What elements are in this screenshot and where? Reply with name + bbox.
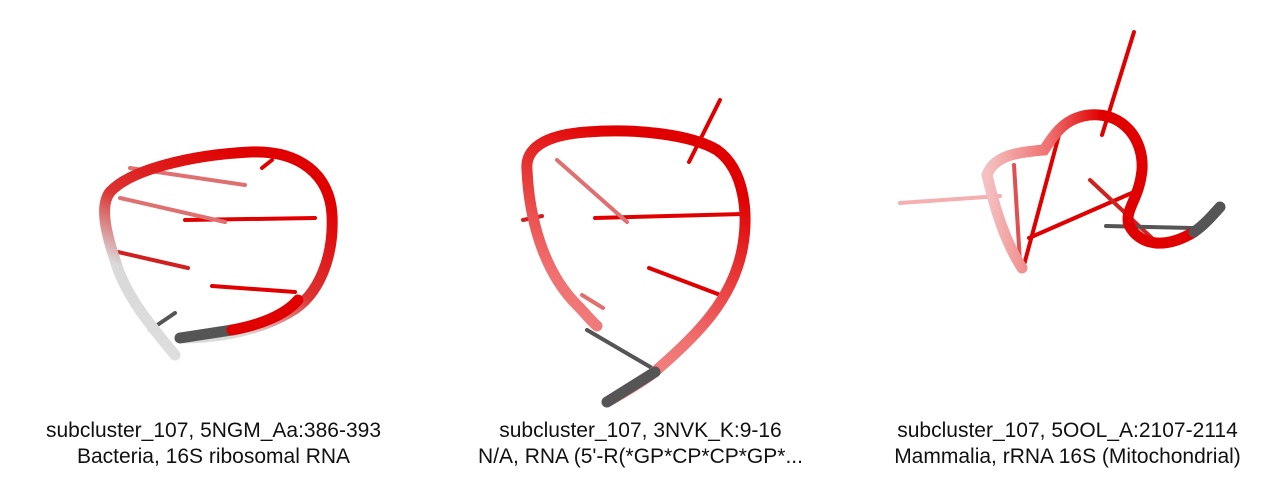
rna-structure-image-3 [898,30,1226,274]
structure-subtitle: Mammalia, rRNA 16S (Mitochondrial) [894,445,1241,468]
structure-title: subcluster_107, 5NGM_Aa:386-393 [45,419,382,442]
structure-panel-2: subcluster_107, 3NVK_K:9-16 N/A, RNA (5'… [427,0,854,480]
structure-title: subcluster_107, 3NVK_K:9-16 [499,419,782,442]
structure-caption-2: subcluster_107, 3NVK_K:9-16 N/A, RNA (5'… [427,418,854,470]
structure-panel-1: subcluster_107, 5NGM_Aa:386-393 Bacteria… [0,0,427,480]
rna-structure-image-1 [99,146,338,361]
structure-caption-1: subcluster_107, 5NGM_Aa:386-393 Bacteria… [0,418,427,470]
structure-caption-3: subcluster_107, 5OOL_A:2107-2114 Mammali… [854,418,1280,470]
structure-subtitle: N/A, RNA (5'-R(*GP*CP*CP*GP*... [478,445,803,468]
rna-structure-image-2 [521,98,751,408]
structure-title: subcluster_107, 5OOL_A:2107-2114 [897,419,1238,442]
structure-panel-3: subcluster_107, 5OOL_A:2107-2114 Mammali… [854,0,1280,480]
structure-subtitle: Bacteria, 16S ribosomal RNA [76,445,351,468]
